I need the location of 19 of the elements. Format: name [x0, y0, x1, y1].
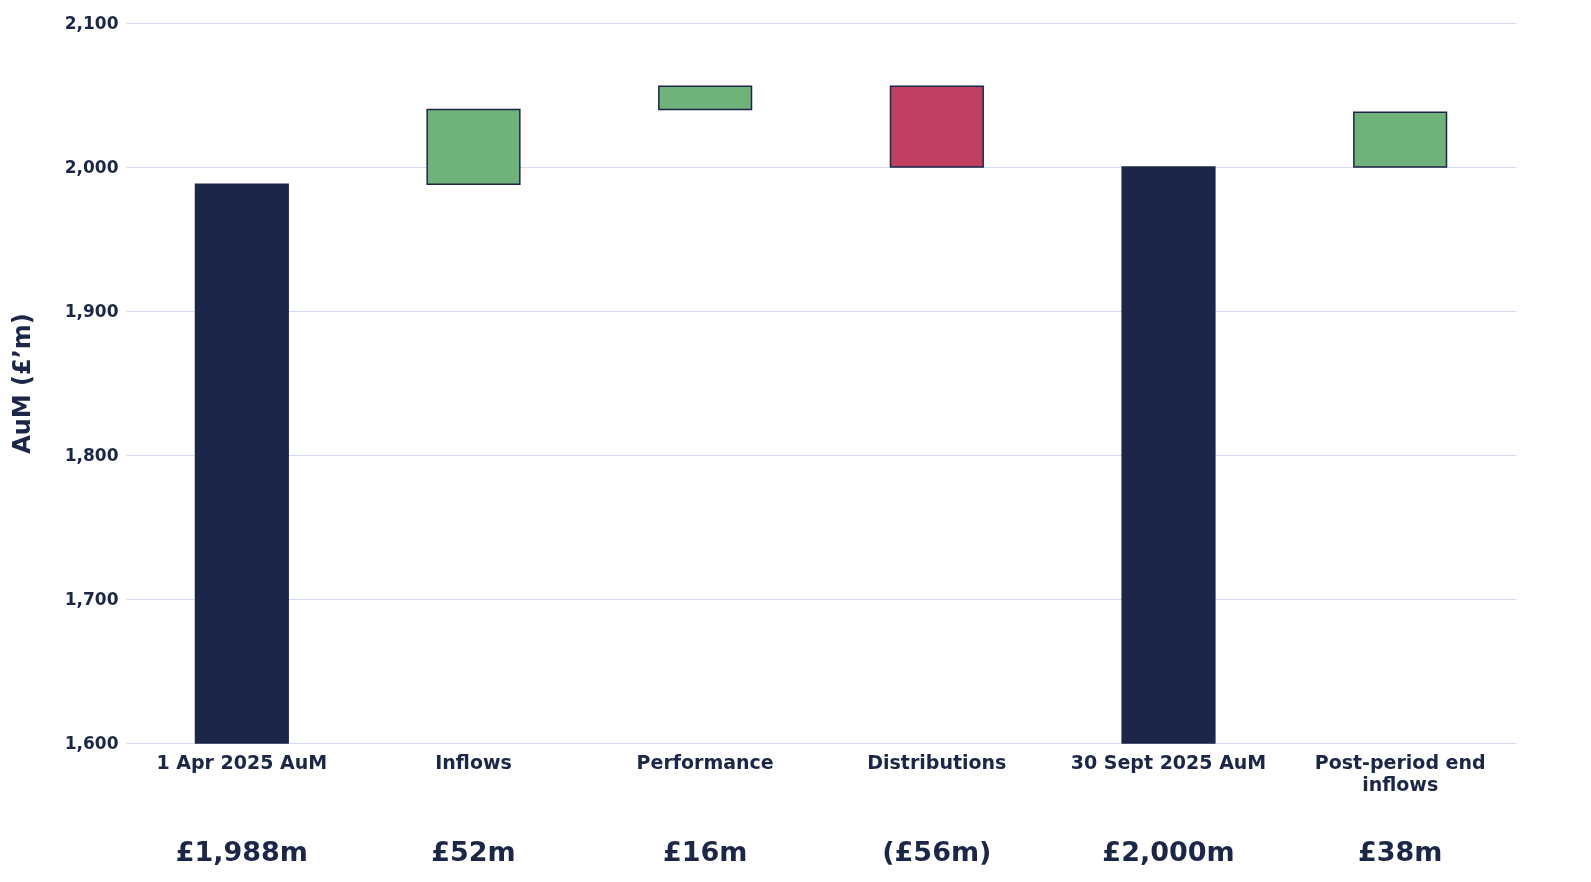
y-tick-label: 1,800: [64, 444, 119, 465]
x-tick-label: 1 Apr 2025 AuM: [156, 750, 328, 773]
x-tick-label: Inflows: [435, 750, 512, 773]
y-tick-label: 1,600: [64, 732, 119, 753]
x-tick-label: Distributions: [867, 750, 1007, 773]
data-label: £1,988m: [175, 836, 308, 867]
data-label: £16m: [662, 836, 748, 867]
y-tick-label: 1,700: [64, 588, 119, 609]
x-tick-label: 30 Sept 2025 AuM: [1070, 750, 1267, 773]
y-axis-title: AuM (£’m): [7, 313, 36, 454]
data-label: £38m: [1357, 836, 1443, 867]
data-label: (£56m): [882, 836, 992, 867]
x-tick-label: Post-period end inflows: [1314, 750, 1486, 795]
data-label: £52m: [431, 836, 516, 867]
x-tick-label: Performance: [636, 750, 774, 773]
y-tick-label: 2,000: [64, 156, 119, 177]
data-label: £2,000m: [1102, 836, 1235, 867]
y-tick-label: 2,100: [64, 12, 119, 33]
y-tick-label: 1,900: [64, 300, 119, 321]
